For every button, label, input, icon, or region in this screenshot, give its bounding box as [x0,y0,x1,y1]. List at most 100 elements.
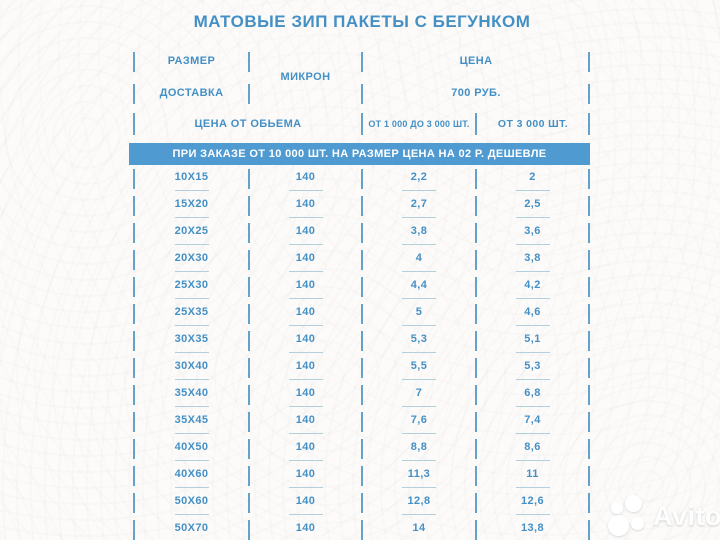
price-tier1-cell: 4 [362,248,476,275]
row-divider [588,331,590,351]
price-tier2-cell: 3,6 [476,221,589,248]
size-cell: 30X40 [134,356,249,383]
table-header: РАЗМЕР ДОСТАВКА МИКРОН ЦЕНА 700 РУБ. ЦЕН… [133,50,591,143]
column-divider [248,84,250,104]
table-row: 30X35 140 5,3 5,1 [133,329,591,356]
micron-cell: 140 [249,356,362,383]
column-divider [588,84,590,104]
size-cell: 30X35 [134,329,249,356]
table-row: 35X45 140 7,6 7,4 [133,410,591,437]
row-divider [588,223,590,243]
promo-banner: ПРИ ЗАКАЗЕ ОТ 10 000 ШТ. НА РАЗМЕР ЦЕНА … [129,143,590,165]
table-row: 10X15 140 2,2 2 [133,167,591,194]
price-tier2-cell: 4,2 [476,275,589,302]
price-tier1-cell: 12,8 [362,491,476,518]
table-row: 20X25 140 3,8 3,6 [133,221,591,248]
size-cell: 15X20 [134,194,249,221]
size-cell: 20X25 [134,221,249,248]
micron-cell: 140 [249,329,362,356]
size-cell: 25X30 [134,275,249,302]
table-row: 30X40 140 5,5 5,3 [133,356,591,383]
table-row: 40X50 140 8,8 8,6 [133,437,591,464]
column-divider [475,113,477,135]
row-divider [588,358,590,378]
price-tier2-cell: 11 [476,464,589,491]
price-tier2-cell: 6,8 [476,383,589,410]
price-tier2-cell: 2 [476,167,589,194]
delivery-row-label: ДОСТАВКА [159,87,224,99]
price-tier2-cell: 2,5 [476,194,589,221]
size-cell: 40X60 [134,464,249,491]
micron-cell: 140 [249,491,362,518]
micron-column-header: МИКРОН [280,71,331,83]
price-tier1-cell: 14 [362,518,476,540]
price-tier1-cell: 2,2 [362,167,476,194]
column-divider [361,52,363,72]
row-divider [588,304,590,324]
micron-cell: 140 [249,410,362,437]
delivery-price-value: 700 РУБ. [451,87,501,99]
price-tier1-cell: 5,5 [362,356,476,383]
price-tier2-cell: 5,3 [476,356,589,383]
table-row: 50X70 140 14 13,8 [133,518,591,540]
volume-price-header: ЦЕНА ОТ ОБЬЕМА [194,118,302,130]
row-divider [588,493,590,513]
size-cell: 20X30 [134,248,249,275]
size-cell: 35X40 [134,383,249,410]
price-header: ЦЕНА [459,55,493,67]
row-divider [588,277,590,297]
price-tier1-cell: 5,3 [362,329,476,356]
price-tier1-cell: 7,6 [362,410,476,437]
price-tier1-cell: 11,3 [362,464,476,491]
row-divider [588,169,590,189]
price-tier2-cell: 5,1 [476,329,589,356]
avito-watermark: Avito [608,494,720,538]
price-tier2-cell: 12,6 [476,491,589,518]
micron-cell: 140 [249,248,362,275]
column-divider [133,52,135,72]
column-divider [361,113,363,135]
row-divider [588,439,590,459]
tier1-column-header: ОТ 1 000 ДО 3 000 ШТ. [368,119,470,129]
tier2-column-header: ОТ 3 000 ШТ. [497,118,569,130]
price-tier1-cell: 2,7 [362,194,476,221]
table-row: 50X60 140 12,8 12,6 [133,491,591,518]
column-divider [588,52,590,72]
price-tier2-cell: 8,6 [476,437,589,464]
size-cell: 40X50 [134,437,249,464]
price-tier1-cell: 3,8 [362,221,476,248]
size-cell: 35X45 [134,410,249,437]
column-divider [588,113,590,135]
row-divider [588,520,590,540]
price-tier2-cell: 4,6 [476,302,589,329]
price-tier1-cell: 5 [362,302,476,329]
micron-cell: 140 [249,194,362,221]
row-divider [588,250,590,270]
micron-cell: 140 [249,221,362,248]
price-tier2-cell: 13,8 [476,518,589,540]
page-title: МАТОВЫЕ ЗИП ПАКЕТЫ С БЕГУНКОМ [193,12,531,31]
row-divider [588,196,590,216]
row-divider [588,412,590,432]
price-tier2-cell: 7,4 [476,410,589,437]
avito-brand-text: Avito [653,500,720,531]
size-cell: 10X15 [134,167,249,194]
micron-cell: 140 [249,167,362,194]
price-tier1-cell: 4,4 [362,275,476,302]
table-row: 15X20 140 2,7 2,5 [133,194,591,221]
size-cell: 50X70 [134,518,249,540]
micron-cell: 140 [249,518,362,540]
price-table-body: 10X15 140 2,2 2 15X20 140 2,7 2,5 20X25 … [133,167,591,540]
size-cell: 50X60 [134,491,249,518]
micron-cell: 140 [249,302,362,329]
table-row: 25X30 140 4,4 4,2 [133,275,591,302]
table-row: 40X60 140 11,3 11 [133,464,591,491]
price-tier1-cell: 7 [362,383,476,410]
column-divider [133,113,135,135]
column-divider [133,84,135,104]
size-column-header: РАЗМЕР [167,55,216,67]
avito-logo-icon [608,495,648,537]
column-divider [361,84,363,104]
price-tier2-cell: 3,8 [476,248,589,275]
